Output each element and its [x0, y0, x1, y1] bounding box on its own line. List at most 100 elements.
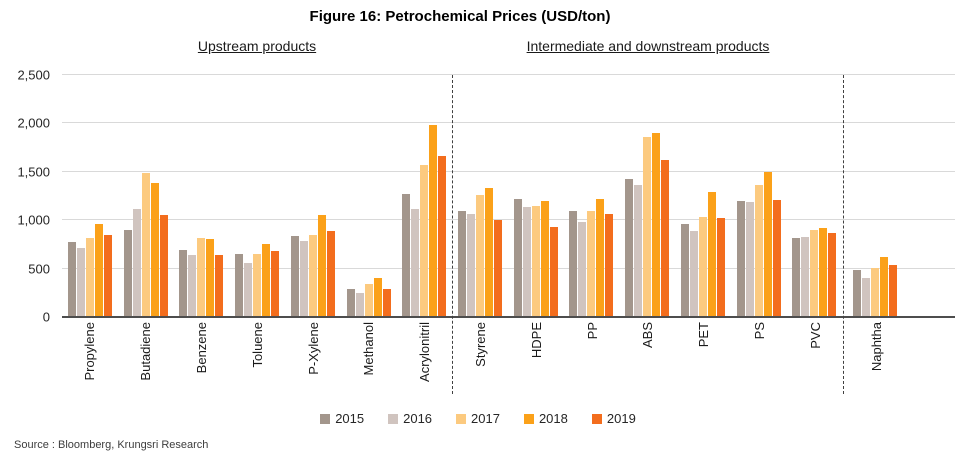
y-tick-label-2,500: 2,500 [17, 67, 50, 83]
legend-item-2016: 2016 [388, 411, 432, 426]
bar-benzene-2018 [206, 238, 215, 317]
bar-hdpe-2016 [522, 206, 531, 317]
legend-item-2015: 2015 [320, 411, 364, 426]
bar-styrene-2015 [458, 210, 466, 317]
x-label-cell-ps: PS [732, 322, 788, 400]
bar-group-styrene [452, 75, 508, 317]
x-label-cell-propylene: Propylene [62, 322, 118, 400]
bar-styrene-2017 [476, 195, 484, 317]
bar-acrylonitril-2018 [429, 125, 438, 317]
bar-butadiene-2016 [132, 208, 141, 317]
bar-pet-2015 [680, 224, 689, 317]
y-tick-label-500: 500 [28, 261, 50, 277]
y-tick-label-2,000: 2,000 [17, 115, 50, 131]
bar-pp-2018 [596, 198, 605, 317]
x-label-cell-pvc: PVC [787, 322, 843, 400]
bar-pvc-2018 [819, 227, 828, 317]
bar-butadiene-2017 [141, 172, 150, 317]
bar-ps-2019 [772, 199, 781, 317]
bar-toluene-2019 [271, 251, 280, 317]
source-note: Source : Bloomberg, Krungsri Research [14, 439, 209, 451]
bar-pvc-2017 [810, 229, 819, 317]
bar-toluene-2015 [235, 254, 244, 317]
bar-styrene-2019 [494, 220, 502, 317]
x-label-cell-pet: PET [676, 322, 732, 400]
bar-methanol-2019 [382, 288, 391, 317]
gridline-2,500 [62, 74, 955, 75]
x-axis-label-methanol: Methanol [361, 322, 377, 376]
bar-abs-2016 [634, 185, 643, 317]
x-label-cell-styrene: Styrene [453, 322, 509, 400]
legend-item-2018: 2018 [523, 411, 568, 426]
bar-group-pp [564, 75, 620, 317]
bar-abs-2017 [643, 137, 652, 317]
bar-ps-2017 [754, 185, 763, 317]
bar-butadiene-2015 [123, 229, 132, 317]
x-axis-label-propylene: Propylene [82, 322, 98, 381]
bar-naphtha-2016 [862, 278, 871, 317]
legend-label-2016: 2016 [403, 411, 433, 426]
gridline-1,500 [62, 170, 955, 172]
bar-benzene-2015 [179, 250, 188, 317]
bar-hdpe-2015 [513, 198, 522, 317]
bar-methanol-2017 [364, 284, 373, 317]
legend-swatch-2015 [320, 413, 331, 424]
x-axis-label-pvc: PVC [807, 322, 823, 349]
bar-butadiene-2018 [150, 183, 159, 317]
x-label-cell-hdpe: HDPE [508, 322, 564, 400]
bar-propylene-2019 [103, 234, 112, 317]
bar-naphtha-2018 [880, 257, 889, 317]
x-label-cell-p-xylene: P-Xylene [285, 322, 341, 400]
bar-group-abs [619, 75, 675, 317]
bar-groups [62, 75, 955, 317]
bar-pp-2017 [587, 210, 596, 317]
x-label-cell-acrylonitril: Acrylonitril [397, 322, 453, 400]
bar-p-xylene-2016 [299, 240, 308, 317]
bar-acrylonitril-2017 [420, 165, 429, 317]
bar-group-acrylonitril [396, 75, 452, 317]
x-axis-label-hdpe: HDPE [528, 322, 544, 359]
bar-toluene-2017 [253, 254, 262, 317]
legend-swatch-2019 [591, 413, 602, 424]
plot-area [62, 74, 955, 318]
bar-pvc-2019 [828, 232, 837, 317]
x-label-cell-pp: PP [564, 322, 620, 400]
bar-group-naphtha [842, 75, 908, 317]
x-axis-labels: Propylene Butadiene Benzene Toluene P-Xylene… [62, 322, 955, 400]
bar-pet-2016 [689, 230, 698, 317]
bar-p-xylene-2015 [290, 235, 299, 317]
x-axis-label-toluene: Toluene [249, 322, 265, 368]
legend-swatch-2017 [456, 413, 467, 424]
x-axis-label-pp: PP [584, 322, 600, 340]
x-axis-label-styrene: Styrene [472, 322, 488, 367]
bar-propylene-2018 [94, 224, 103, 317]
x-label-cell-abs: ABS [620, 322, 676, 400]
bar-group-toluene [229, 75, 285, 317]
y-axis: 0 500 1,000 1,500 2,000 2,500 [0, 68, 50, 325]
bar-propylene-2015 [67, 241, 76, 317]
y-tick-label-1,500: 1,500 [17, 164, 50, 180]
bar-p-xylene-2019 [326, 230, 335, 317]
bar-ps-2018 [763, 171, 772, 317]
x-axis-label-acrylonitril: Acrylonitril [417, 322, 433, 382]
x-label-cell-methanol: Methanol [341, 322, 397, 400]
x-axis-label-abs: ABS [640, 322, 656, 349]
legend-item-2017: 2017 [456, 411, 500, 426]
section-divider-pvc-naphtha [843, 75, 844, 394]
x-label-cell-butadiene: Butadiene [118, 322, 174, 400]
bar-group-hdpe [508, 75, 564, 317]
bar-acrylonitril-2016 [411, 208, 420, 317]
bar-pvc-2015 [792, 237, 801, 317]
bar-group-pet [675, 75, 731, 317]
bar-acrylonitril-2015 [402, 194, 411, 317]
x-label-cell-toluene: Toluene [229, 322, 285, 400]
y-tick-label-0: 0 [42, 309, 50, 325]
plot-right-spacer [908, 75, 955, 317]
bar-abs-2019 [661, 160, 670, 317]
legend: 2015 2016 2017 2018 2019 [0, 411, 956, 426]
bar-group-butadiene [118, 75, 174, 317]
x-axis-label-naphtha: Naphtha [868, 322, 884, 372]
gridline-2,000 [62, 122, 955, 124]
bar-toluene-2018 [262, 244, 271, 317]
